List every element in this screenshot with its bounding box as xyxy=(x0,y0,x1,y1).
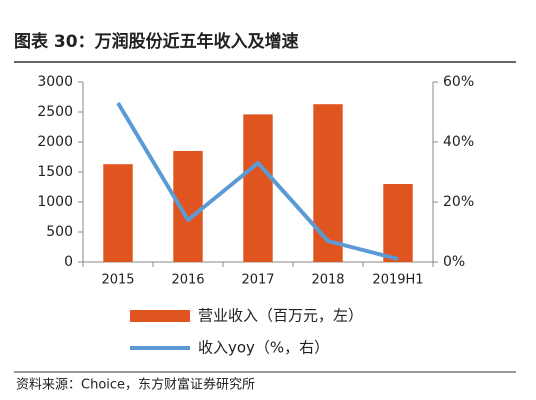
legend-label: 收入yoy（%，右） xyxy=(198,339,329,357)
y2-tick-label: 60% xyxy=(443,74,474,90)
y2-tick-label: 40% xyxy=(443,134,474,150)
y-tick-label: 2500 xyxy=(37,104,73,120)
bar xyxy=(243,114,273,263)
chart-title: 图表 30：万润股份近五年收入及增速 xyxy=(14,31,299,52)
legend-label: 营业收入（百万元，左） xyxy=(198,307,363,325)
bar xyxy=(383,184,413,262)
line xyxy=(116,101,399,261)
source: 资料来源：Choice，东方财富证券研究所 xyxy=(16,377,255,393)
y-tick-label: 1500 xyxy=(37,164,73,180)
x-tick-label: 2018 xyxy=(311,273,344,288)
y-tick-label: 0 xyxy=(64,254,73,270)
y-tick-label: 500 xyxy=(46,224,73,240)
legend-swatch xyxy=(130,310,190,322)
bar xyxy=(103,164,133,262)
bar xyxy=(313,104,343,262)
x-tick-label: 2016 xyxy=(171,273,204,288)
y-tick-label: 1000 xyxy=(37,194,73,210)
y2-tick-label: 20% xyxy=(443,194,474,210)
x-tick-label: 2019H1 xyxy=(372,273,423,288)
y2-tick-label: 0% xyxy=(443,254,465,270)
x-tick-label: 2015 xyxy=(101,273,134,288)
y-tick-label: 3000 xyxy=(37,74,73,90)
y-tick-label: 2000 xyxy=(37,134,73,150)
x-tick-label: 2017 xyxy=(241,273,274,288)
